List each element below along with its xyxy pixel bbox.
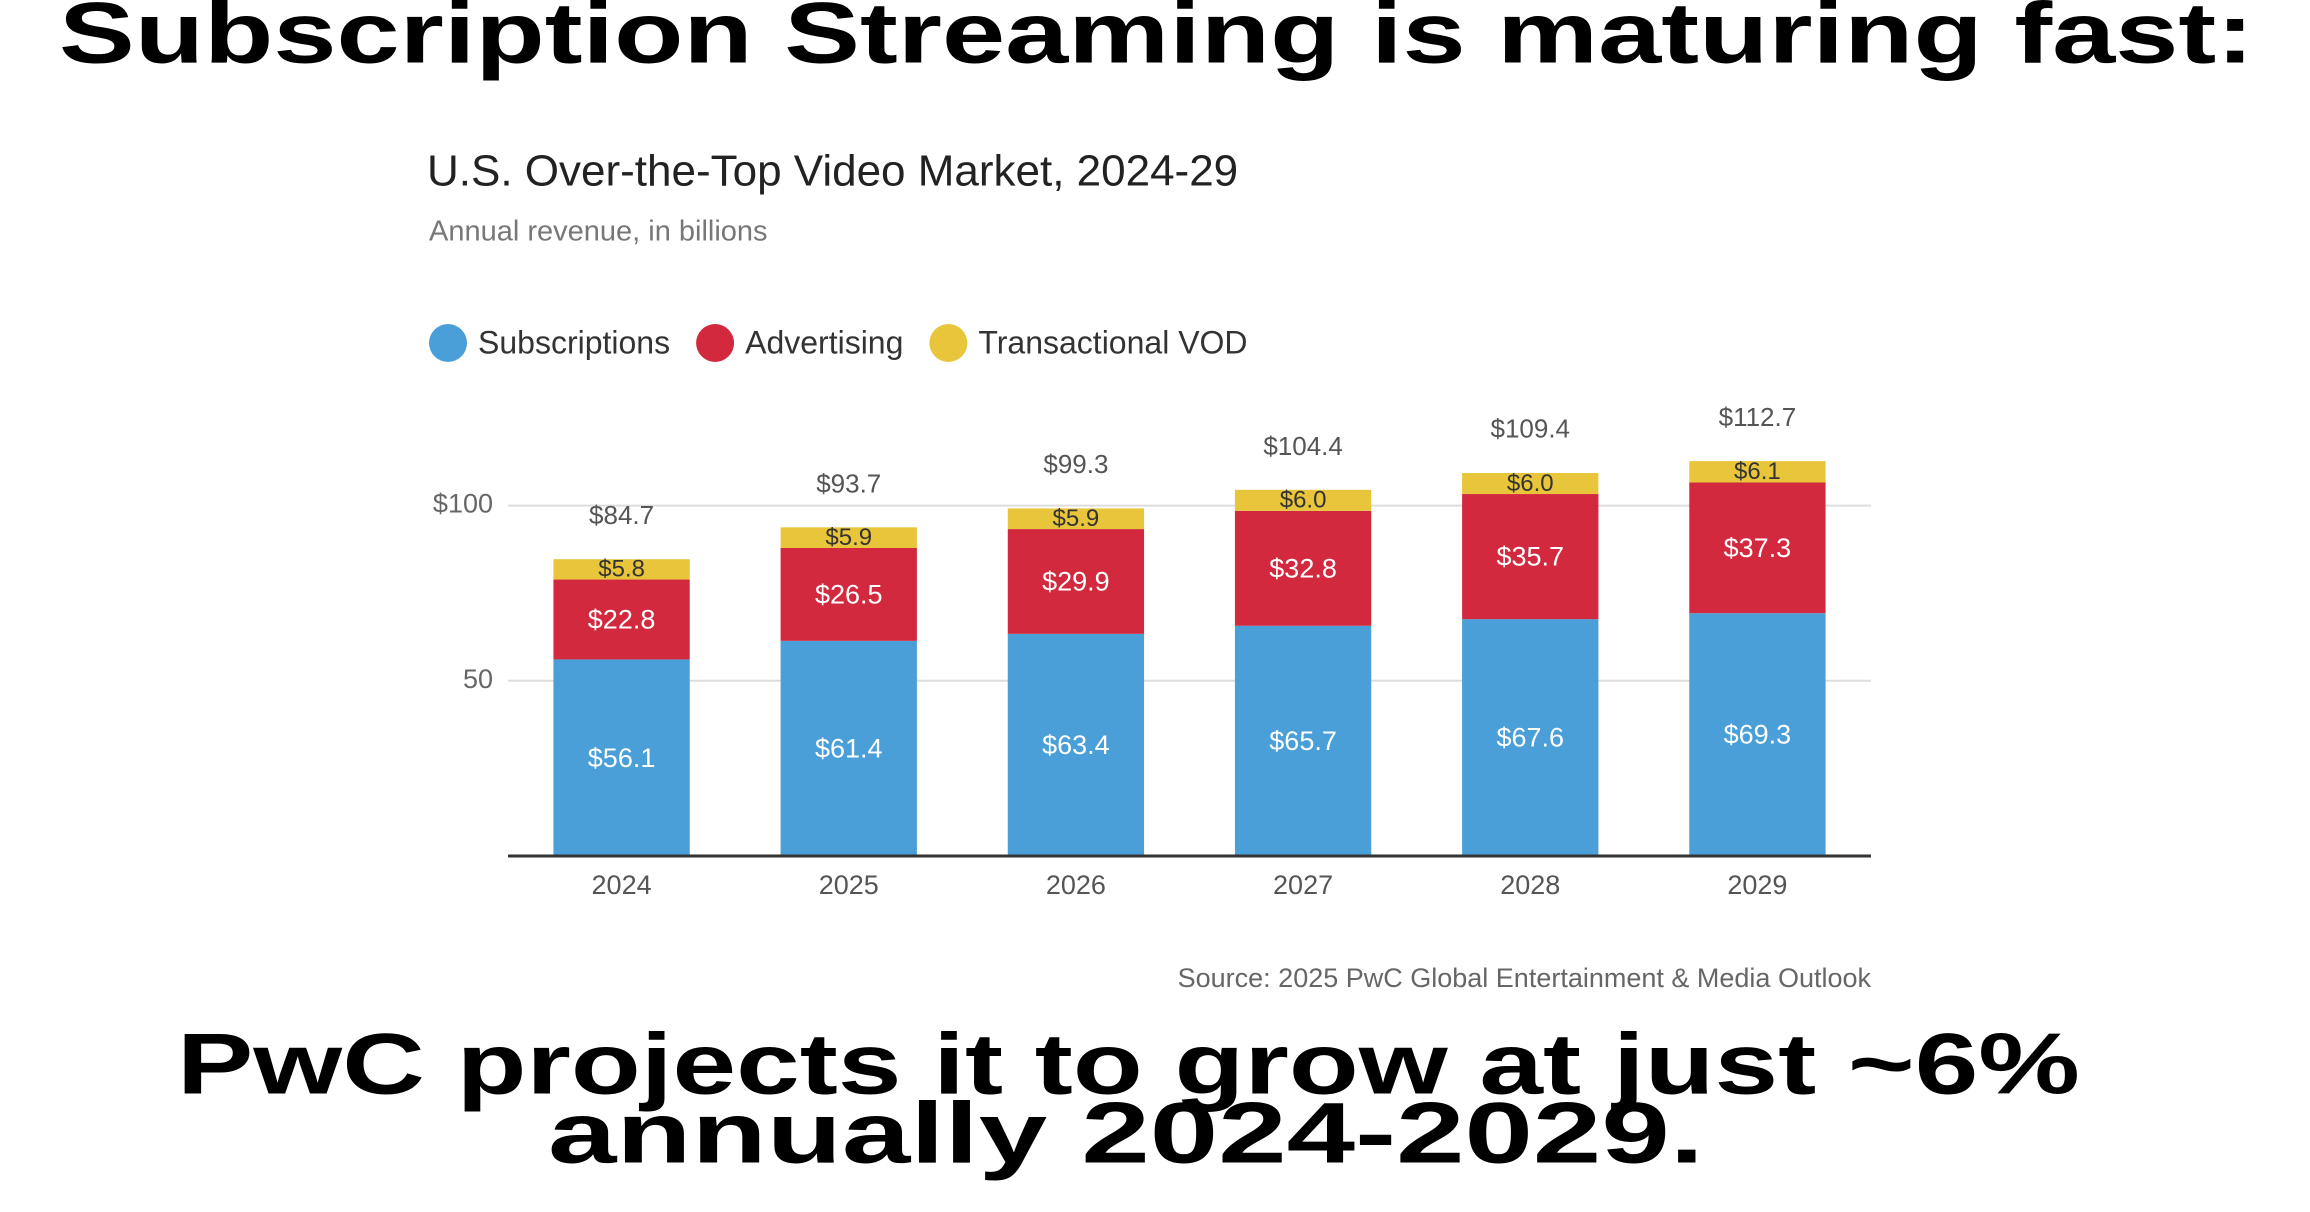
headline: Subscription Streaming is maturing fast: [59, 0, 2254, 82]
x-tick-label: 2029 [1727, 870, 1787, 900]
chart-title: U.S. Over-the-Top Video Market, 2024-29 [427, 147, 1238, 196]
total-label: $99.3 [1043, 449, 1108, 479]
total-label: $104.4 [1263, 431, 1343, 461]
value-label: $67.6 [1496, 723, 1564, 753]
bar-segment [780, 547, 917, 641]
value-label: $29.9 [1042, 567, 1110, 597]
y-tick-label: $100 [433, 489, 493, 519]
x-tick-label: 2026 [1046, 870, 1106, 900]
bar-segment [1689, 482, 1826, 614]
bar-segment [1462, 473, 1599, 495]
value-label: $35.7 [1496, 542, 1564, 572]
bar-segment [780, 640, 917, 856]
value-label: $37.3 [1724, 533, 1792, 563]
bar-segment [1234, 489, 1372, 511]
chart-subtitle: Annual revenue, in billions [429, 216, 768, 248]
x-tick-label: 2024 [592, 870, 652, 900]
bar-segment [1462, 494, 1599, 620]
legend-swatch [929, 324, 968, 362]
bar-segment [1234, 625, 1372, 856]
x-tick-label: 2027 [1273, 870, 1333, 900]
value-label: $6.0 [1280, 487, 1327, 514]
value-label: $22.8 [588, 605, 656, 635]
bar-segment [1007, 508, 1145, 530]
x-tick-label: 2028 [1500, 870, 1560, 900]
total-label: $84.7 [589, 500, 654, 530]
bar-segment [553, 559, 690, 580]
value-label: $69.3 [1724, 720, 1792, 750]
total-label: $112.7 [1719, 402, 1797, 432]
value-label: $56.1 [588, 743, 656, 773]
value-label: $5.8 [598, 556, 645, 583]
total-label: $109.4 [1490, 414, 1570, 444]
total-label: $93.7 [816, 469, 881, 499]
conclusion-line: PwC projects it to grow at just ~6% [177, 1017, 2080, 1113]
source: Source: 2025 PwC Global Entertainment & … [1178, 963, 1872, 993]
legend-label: Subscriptions [478, 324, 670, 360]
value-label: $6.1 [1734, 458, 1781, 485]
value-label: $63.4 [1042, 730, 1110, 760]
value-label: $5.9 [825, 524, 872, 551]
legend-swatch [429, 324, 467, 362]
conclusion-line: annually 2024-2029. [548, 1086, 1704, 1182]
y-tick-label: 50 [463, 664, 493, 694]
value-label: $61.4 [815, 734, 883, 764]
legend-swatch [696, 324, 735, 362]
value-label: $65.7 [1269, 726, 1337, 756]
x-tick-label: 2025 [819, 870, 879, 900]
value-label: $5.9 [1053, 505, 1100, 532]
bar-segment [1689, 613, 1826, 856]
bar-segment [1462, 619, 1599, 856]
value-label: $26.5 [815, 580, 883, 610]
value-label: $6.0 [1507, 470, 1554, 497]
bar-segment [1234, 510, 1372, 626]
bar-segment [1007, 633, 1145, 856]
bar-segment [553, 579, 690, 660]
bar-segment [1689, 461, 1826, 483]
value-label: $32.8 [1269, 553, 1337, 583]
bar-segment [780, 527, 917, 548]
legend-label: Transactional VOD [978, 324, 1247, 360]
bar-segment [553, 659, 690, 856]
bar-segment [1007, 529, 1145, 634]
legend-label: Advertising [745, 324, 903, 360]
